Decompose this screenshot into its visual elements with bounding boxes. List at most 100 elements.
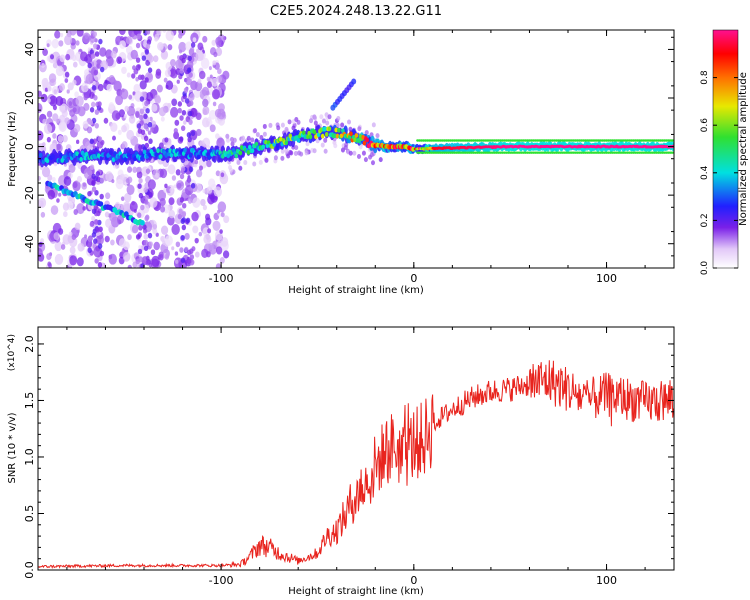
spectrogram-noise-blob (131, 73, 136, 79)
spectrogram-trace-core (196, 154, 201, 160)
spectrogram-trace-core (362, 140, 367, 146)
spectrogram-noise-blob (179, 136, 184, 142)
spectrogram-noise-blob (333, 143, 338, 149)
spectrogram-noise-blob (111, 179, 115, 184)
spectrogram-noise-blob (53, 161, 58, 167)
spectrogram-noise-blob (38, 197, 47, 209)
spectrogram-noise-blob (236, 159, 241, 165)
spectrogram-noise-blob (58, 121, 67, 132)
spectrogram-trace-core (301, 130, 306, 136)
spectrogram-noise-blob (288, 149, 293, 155)
spectrogram-noise-blob (46, 253, 52, 261)
spectrogram-noise-blob (38, 200, 41, 206)
snr-panel: -100 0 100 0.0 0.5 1.0 1.5 2.0 Height of straig… (7, 326, 675, 597)
spectrogram-noise-blob (125, 36, 133, 45)
spectrogram-noise-blob (211, 88, 221, 100)
spectrogram-trace-core (296, 137, 301, 143)
spectrogram-noise-blob (363, 157, 368, 163)
spectrogram-noise-blob (80, 51, 88, 62)
spectrogram-noise-blob (183, 87, 189, 94)
spectrogram-noise-blob (138, 245, 142, 250)
spectrogram-noise-blob (164, 253, 170, 260)
spectrogram-noise-blob (49, 95, 58, 107)
spectrogram-noise-blob (168, 209, 176, 219)
spectrogram-noise-blob (211, 39, 217, 46)
spectrogram-noise-blob (76, 175, 83, 183)
colorbar-tick-label: 0.4 (700, 165, 710, 180)
spectrogram-frame (37, 29, 675, 269)
spectrogram-noise-blob (197, 42, 204, 51)
spectrogram-noise-blob (138, 144, 143, 150)
spectrogram-noise-blob (74, 222, 81, 231)
spectrogram-noise-blob (116, 56, 123, 65)
spectrogram-noise-blob (89, 164, 95, 171)
spectrogram-noise-blob (184, 232, 190, 240)
spectrogram-noise-blob (153, 241, 160, 251)
spectrogram-noise-blob (87, 242, 92, 248)
spectrogram-trace-core (238, 150, 243, 156)
spectrogram-noise-blob (250, 137, 255, 143)
spectrogram-noise-blob (115, 179, 124, 190)
spectrogram-noise-blob (178, 49, 183, 54)
spectrogram-noise-blob (90, 101, 96, 108)
spectrogram-noise-blob (168, 197, 175, 206)
spectrogram-noise-blob (154, 94, 161, 103)
spectrogram-noise-blob (177, 101, 183, 107)
spectrogram-trace-core (323, 126, 328, 132)
spectrogram-noise-blob (164, 69, 171, 78)
spectrogram-noise-blob (220, 172, 225, 178)
spectrogram-noise-blob (209, 124, 216, 133)
spectrogram-trace-core (246, 150, 251, 155)
spectrogram-trace-core (59, 152, 63, 158)
spectrogram-noise-blob (208, 178, 216, 188)
spectrogram-noise-blob (77, 242, 85, 252)
spectrogram-noise-blob (312, 115, 317, 121)
spectrogram-noise-blob (97, 83, 104, 92)
spectrogram-noise-blob (198, 165, 204, 171)
spectrogram-noise-blob (64, 117, 70, 125)
spectrogram-noise-blob (179, 68, 184, 74)
spectrogram-branch-blob (140, 220, 145, 226)
spectrogram-noise-blob (47, 261, 52, 267)
spectrogram-noise-blob (294, 145, 299, 151)
spectrogram-noise-blob (176, 79, 180, 84)
spectrogram-noise-blob (215, 263, 222, 268)
spectrogram-noise-blob (94, 122, 99, 129)
spectrogram-noise-blob (133, 83, 141, 93)
spectrogram-noise-blob (71, 54, 77, 62)
spectrogram-noise-blob (145, 259, 150, 266)
spectrogram-noise-blob (87, 62, 92, 69)
spectrogram-noise-blob (212, 220, 221, 231)
spectrogram-noise-blob (200, 198, 206, 206)
spectrogram-noise-blob (189, 248, 194, 255)
spectrogram-noise-blob (191, 211, 199, 222)
spectrogram-noise-blob (319, 114, 324, 120)
spectrogram-noise-blob (93, 69, 98, 76)
spectrogram-noise-blob (50, 205, 59, 215)
spectrogram-ytick-label: -40 (23, 235, 36, 253)
spectrogram-noise-blob (170, 106, 179, 118)
spectrogram-trace-core (183, 147, 187, 153)
spectrogram-noise-blob (148, 241, 153, 247)
spectrogram-noise-blob (173, 131, 180, 140)
spectrogram-noise-blob (111, 110, 121, 121)
spectrogram-noise-blob (68, 163, 76, 173)
spectrogram-noise-blob (188, 166, 194, 173)
spectrogram-noise-blob (102, 159, 106, 164)
spectrogram-noise-blob (52, 133, 57, 139)
spectrogram-noise-blob (44, 78, 48, 83)
spectrogram-noise-blob (130, 49, 138, 60)
spectrogram-noise-blob (155, 232, 159, 237)
spectrogram-noise-blob (99, 47, 107, 57)
spectrogram-noise-blob (38, 241, 43, 248)
spectrogram-noise-blob (139, 96, 145, 102)
spectrogram-xtick-label: 0 (410, 272, 417, 285)
spectrogram-xtick-label: -100 (209, 272, 234, 285)
spectrogram-noise-blob (98, 38, 103, 45)
spectrogram-noise-blob (114, 201, 121, 209)
spectrogram-noise-blob (375, 133, 380, 139)
spectrogram-noise-blob (140, 204, 145, 211)
spectrogram-noise-blob (160, 206, 166, 213)
spectrogram-branch-blob (98, 201, 104, 207)
